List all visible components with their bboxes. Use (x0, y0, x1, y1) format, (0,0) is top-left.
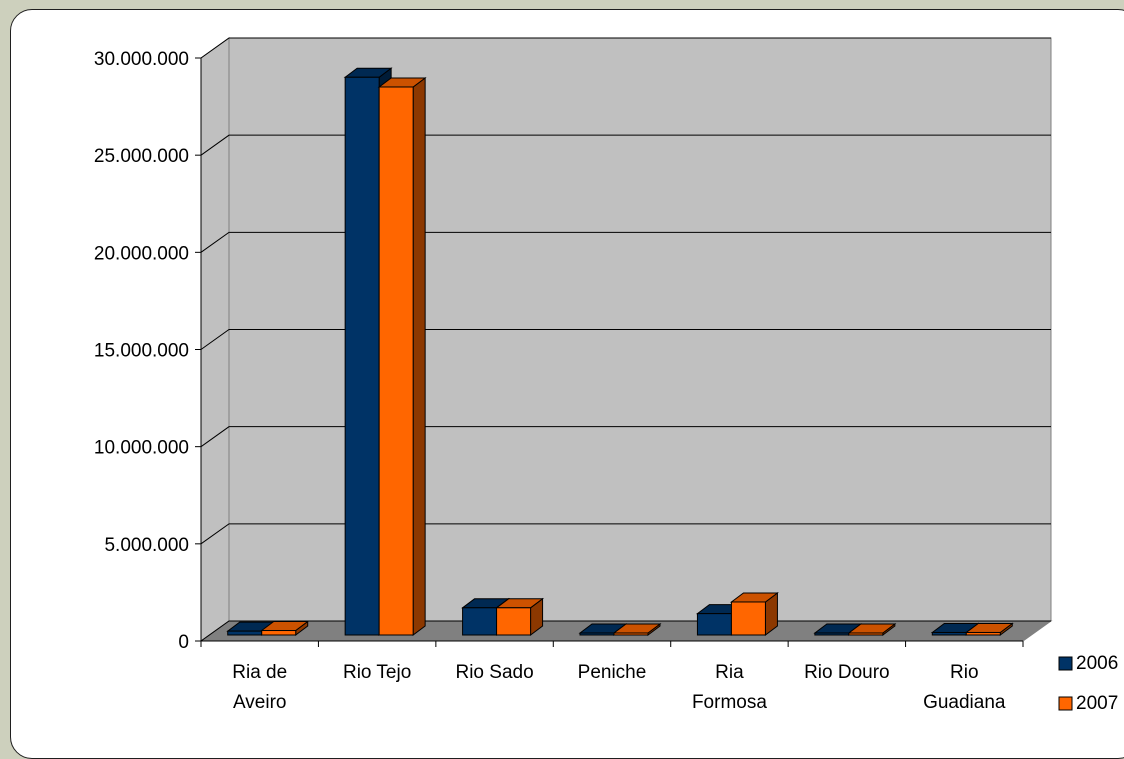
bar-2007 (848, 632, 884, 636)
bar-2006 (344, 76, 380, 636)
gridline (200, 231, 1051, 253)
x-category-label: Ria de (232, 662, 287, 683)
legend-label: 2007 (1076, 693, 1118, 714)
legend-swatch-2007 (1058, 696, 1073, 711)
gridline (200, 329, 1051, 350)
gridline (200, 426, 1051, 448)
bar-2006 (579, 632, 615, 636)
legend-label: 2006 (1076, 653, 1118, 674)
y-tick-label: 5.000.000 (104, 535, 189, 556)
x-category-label: Rio Douro (804, 662, 890, 683)
bar-chart: 0 5.000.000 10.000.000 15.000.000 20.000.000… (94, 37, 1118, 714)
x-category-label: Peniche (578, 662, 647, 683)
bar-2006 (462, 607, 498, 636)
x-category-label: Rio Sado (455, 662, 533, 683)
gridline (200, 134, 1051, 156)
bar-2007 (613, 632, 649, 636)
y-tick-label: 15.000.000 (94, 341, 189, 362)
y-tick-label: 20.000.000 (94, 243, 189, 264)
x-category-label: Aveiro (233, 692, 287, 713)
x-category-label: Guadiana (923, 692, 1006, 713)
gridline (200, 37, 1051, 59)
chart-frame: 0 5.000.000 10.000.000 15.000.000 20.000.000… (10, 9, 1124, 759)
x-category-label: Ria (715, 662, 744, 683)
bar-2007 (965, 631, 1001, 636)
y-tick-label: 0 (178, 632, 189, 653)
bar-2007 (496, 607, 532, 636)
x-category-label: Rio Tejo (343, 662, 411, 683)
x-category-label: Formosa (692, 692, 767, 713)
bar-2007 (378, 86, 414, 636)
bar-2006 (696, 613, 732, 636)
bar-side-2007 (412, 76, 426, 636)
y-tick-label: 25.000.000 (94, 146, 189, 167)
gridline (200, 523, 1051, 545)
y-tick-label: 10.000.000 (94, 438, 189, 459)
x-category-label: Rio (950, 662, 979, 683)
bar-2007 (261, 630, 297, 636)
y-tick-label: 30.000.000 (94, 49, 189, 70)
legend-swatch-2006 (1058, 656, 1073, 671)
bar-2007 (730, 601, 766, 636)
bar-2006 (814, 632, 850, 636)
bar-2006 (227, 630, 263, 636)
bar-2006 (931, 631, 967, 636)
